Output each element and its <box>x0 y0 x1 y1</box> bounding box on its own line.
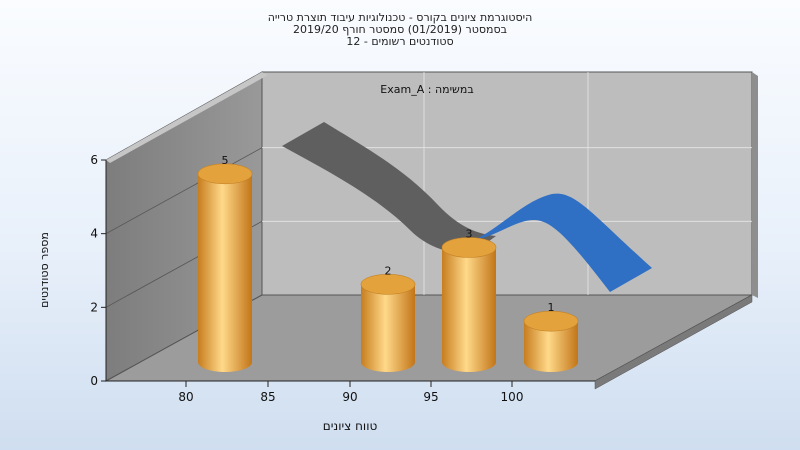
bar-95: 3 <box>441 228 497 372</box>
chart-title-line-3: סטודנטים רשומים - 12 <box>346 35 454 48</box>
curve-gray-segment <box>282 122 496 253</box>
x-axis-label: טווח ציונים <box>323 419 378 433</box>
bar-80: 5 <box>197 154 253 372</box>
exam-annotation: Exam_A : במשימה <box>380 83 473 96</box>
y-tick-label-6: 6 <box>90 153 98 167</box>
bar-body-90 <box>361 284 415 372</box>
bars: 5 2 3 1 <box>197 154 579 372</box>
x-tick-label-80: 80 <box>178 390 193 404</box>
back-wall <box>261 71 753 296</box>
x-tick-label-85: 85 <box>260 390 275 404</box>
axes: 0 2 4 6 80 85 90 95 100 <box>90 153 595 404</box>
y-axis-label: מספר סטודנטים <box>38 232 51 308</box>
left-wall-top-edge <box>106 72 268 163</box>
bar-90: 2 <box>360 264 416 372</box>
bar-top-100 <box>523 310 579 332</box>
gridline-left-4 <box>105 147 263 235</box>
floor-edge <box>594 294 753 390</box>
bar-top-80 <box>197 163 253 185</box>
bar-body-80 <box>198 173 252 372</box>
x-tick-label-100: 100 <box>501 390 524 404</box>
data-label-95: 3 <box>466 228 473 241</box>
chart-title-line-1: היסטוגרמת ציונים בקורס - טכנולוגיות עיבו… <box>267 11 533 24</box>
data-label-100: 1 <box>548 301 555 314</box>
y-tick-label-4: 4 <box>90 227 98 241</box>
y-tick-label-2: 2 <box>90 300 98 314</box>
bar-body-95 <box>442 247 496 372</box>
data-label-90: 2 <box>385 264 392 277</box>
y-tick-label-0: 0 <box>90 374 98 388</box>
back-wall-edge <box>752 72 758 298</box>
curve-blue-segment <box>474 193 652 292</box>
chart-title-line-2: בסמסטר (01/2019) סמסטר חורף 2019/20 <box>293 23 507 36</box>
x-tick-label-90: 90 <box>342 390 357 404</box>
bar-100: 1 <box>523 301 579 372</box>
distribution-curve <box>282 122 652 292</box>
bar-body-100 <box>524 321 578 372</box>
data-label-80: 5 <box>222 154 229 167</box>
bar-top-90 <box>360 274 416 295</box>
bar-top-95 <box>441 237 497 258</box>
x-tick-label-95: 95 <box>423 390 438 404</box>
